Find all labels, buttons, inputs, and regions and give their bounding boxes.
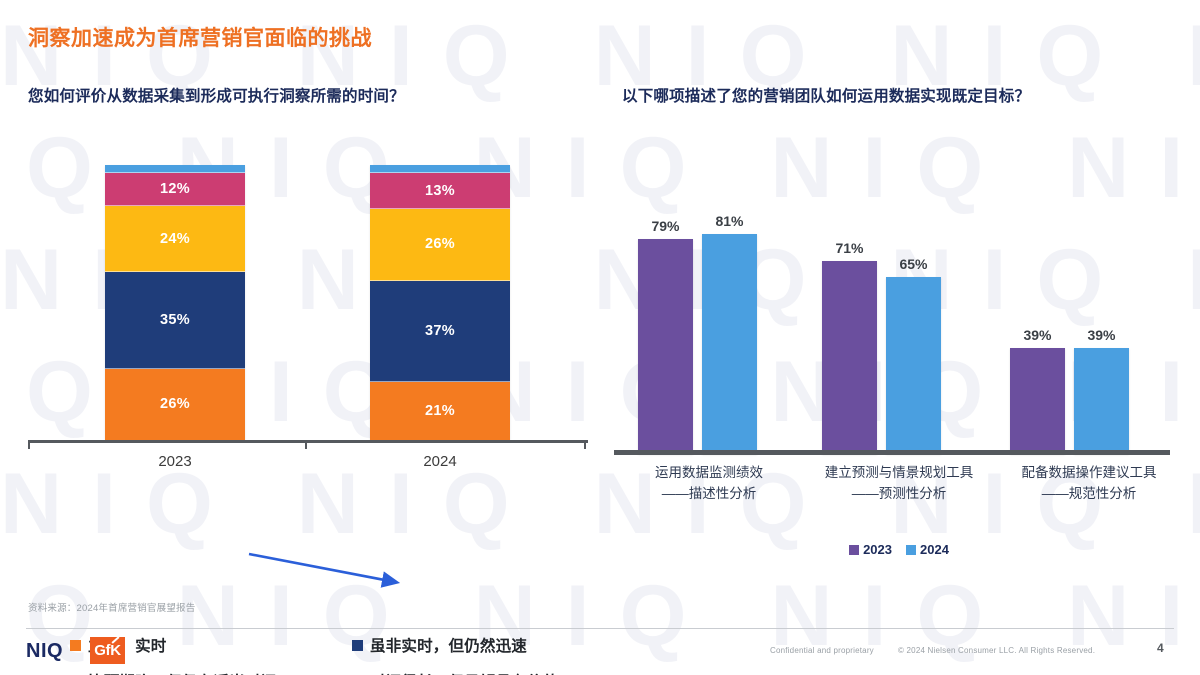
legend-item-2023[interactable]: 2023	[849, 542, 892, 557]
bar-value-label: 39%	[1023, 326, 1052, 343]
page-title: 洞察加速成为首席营销官面临的挑战	[28, 27, 372, 50]
bar-group-predictive: 71% 65%	[810, 174, 960, 454]
right-chart-x-axis	[614, 450, 1170, 455]
legend-swatch-icon	[70, 639, 81, 651]
bar-rect[interactable]	[702, 233, 757, 454]
stacked-bar-plot-area: 12% 24% 35% 26% 13% 26% 37% 21%	[28, 150, 588, 455]
gfk-logo: GfK	[90, 636, 125, 664]
legend-item[interactable]: 虽非实时，但仍然迅速	[352, 634, 632, 656]
page-number: 4	[1157, 641, 1164, 655]
stacked-column-2023[interactable]: 12% 24% 35% 26%	[105, 165, 245, 440]
bar-value-label: 81%	[715, 212, 744, 229]
stack-segment[interactable]: 12%	[105, 173, 245, 207]
axis-tick	[584, 440, 586, 449]
bar-rect[interactable]	[886, 277, 941, 454]
bar-group-descriptive: 79% 81%	[626, 174, 776, 454]
stack-segment[interactable]: 37%	[370, 280, 510, 383]
stack-segment[interactable]: 26%	[370, 209, 510, 281]
stacked-column-2024[interactable]: 13% 26% 37% 21%	[370, 165, 510, 440]
stack-segment[interactable]	[105, 165, 245, 174]
category-label-line2: ——规范性分析	[1041, 486, 1137, 501]
grouped-bar-plot-area: 79% 81% 71% 65% 39% 39%	[614, 150, 1184, 462]
category-label-line2: ——描述性分析	[661, 486, 757, 501]
bar-value-label: 79%	[651, 218, 680, 235]
legend-swatch-icon	[849, 544, 860, 555]
category-label: 配备数据操作建议工具 ——规范性分析	[994, 462, 1184, 504]
bar-value-label: 39%	[1087, 326, 1116, 343]
bar-rect[interactable]	[1074, 347, 1129, 454]
legend-item-2024[interactable]: 2024	[906, 542, 949, 557]
axis-tick	[28, 440, 30, 449]
left-chart-x-axis	[28, 440, 588, 449]
stack-segment[interactable]: 21%	[370, 382, 510, 440]
niq-logo: NIQ	[26, 640, 64, 662]
stack-segment[interactable]: 26%	[105, 368, 245, 440]
left-chart-title: 您如何评价从数据采集到形成可执行洞察所需的时间？	[28, 88, 405, 105]
bar-value-label: 65%	[899, 256, 928, 273]
bar-rect[interactable]	[822, 260, 877, 454]
category-label: 建立预测与情景规划工具 ——预测性分析	[804, 462, 994, 504]
confidential-note: Confidential and proprietary	[770, 646, 874, 655]
bar-group-prescriptive: 39% 39%	[998, 174, 1148, 454]
axis-tick	[305, 440, 307, 449]
stack-segment[interactable]: 35%	[105, 272, 245, 369]
grouped-bar-chart: 79% 81% 71% 65% 39% 39% 运用数据监测绩效 ——描述性分析 建立预测…	[614, 150, 1184, 570]
x-axis-label-2023: 2023	[158, 453, 192, 470]
legend-swatch-icon	[906, 544, 916, 555]
footer-bar: NIQ GfK Confidential and proprietary © 2…	[0, 629, 1200, 675]
bar-rect[interactable]	[1010, 347, 1065, 454]
gfk-logo-text: GfK	[94, 642, 121, 659]
stacked-bar-chart: 12% 24% 35% 26% 13% 26% 37% 21% 2023 2024 立即	[28, 150, 588, 675]
stack-segment[interactable]: 13%	[370, 173, 510, 209]
legend-label: 虽非实时，但仍然迅速	[370, 638, 528, 655]
category-label-line1: 配备数据操作建议工具	[1021, 465, 1157, 480]
stack-segment[interactable]: 24%	[105, 206, 245, 273]
legend-swatch-icon	[352, 639, 363, 651]
bar-value-label: 71%	[835, 239, 864, 256]
category-label-line1: 建立预测与情景规划工具	[824, 465, 974, 480]
source-note: 资料来源：2024年首席营销官展望报告	[28, 603, 196, 614]
grouped-bar-legend: 2023 2024	[614, 542, 1184, 557]
axis-line	[28, 440, 588, 443]
trend-arrow-icon	[248, 552, 401, 588]
footer-divider	[26, 628, 1174, 629]
category-label: 运用数据监测绩效 ——描述性分析	[614, 462, 804, 504]
stack-segment[interactable]	[370, 165, 510, 174]
x-axis-label-2024: 2024	[423, 453, 457, 470]
grouped-bar-category-labels: 运用数据监测绩效 ——描述性分析 建立预测与情景规划工具 ——预测性分析 配备数据操作建…	[614, 462, 1184, 504]
right-chart-title: 以下哪项描述了您的营销团队如何运用数据实现既定目标？	[622, 88, 1031, 105]
bar-rect[interactable]	[638, 239, 693, 454]
copyright-note: © 2024 Nielsen Consumer LLC. All Rights …	[898, 646, 1096, 655]
category-label-line1: 运用数据监测绩效	[655, 465, 763, 480]
legend-label: 2023	[863, 542, 892, 557]
category-label-line2: ——预测性分析	[851, 486, 947, 501]
legend-label: 2024	[920, 542, 949, 557]
